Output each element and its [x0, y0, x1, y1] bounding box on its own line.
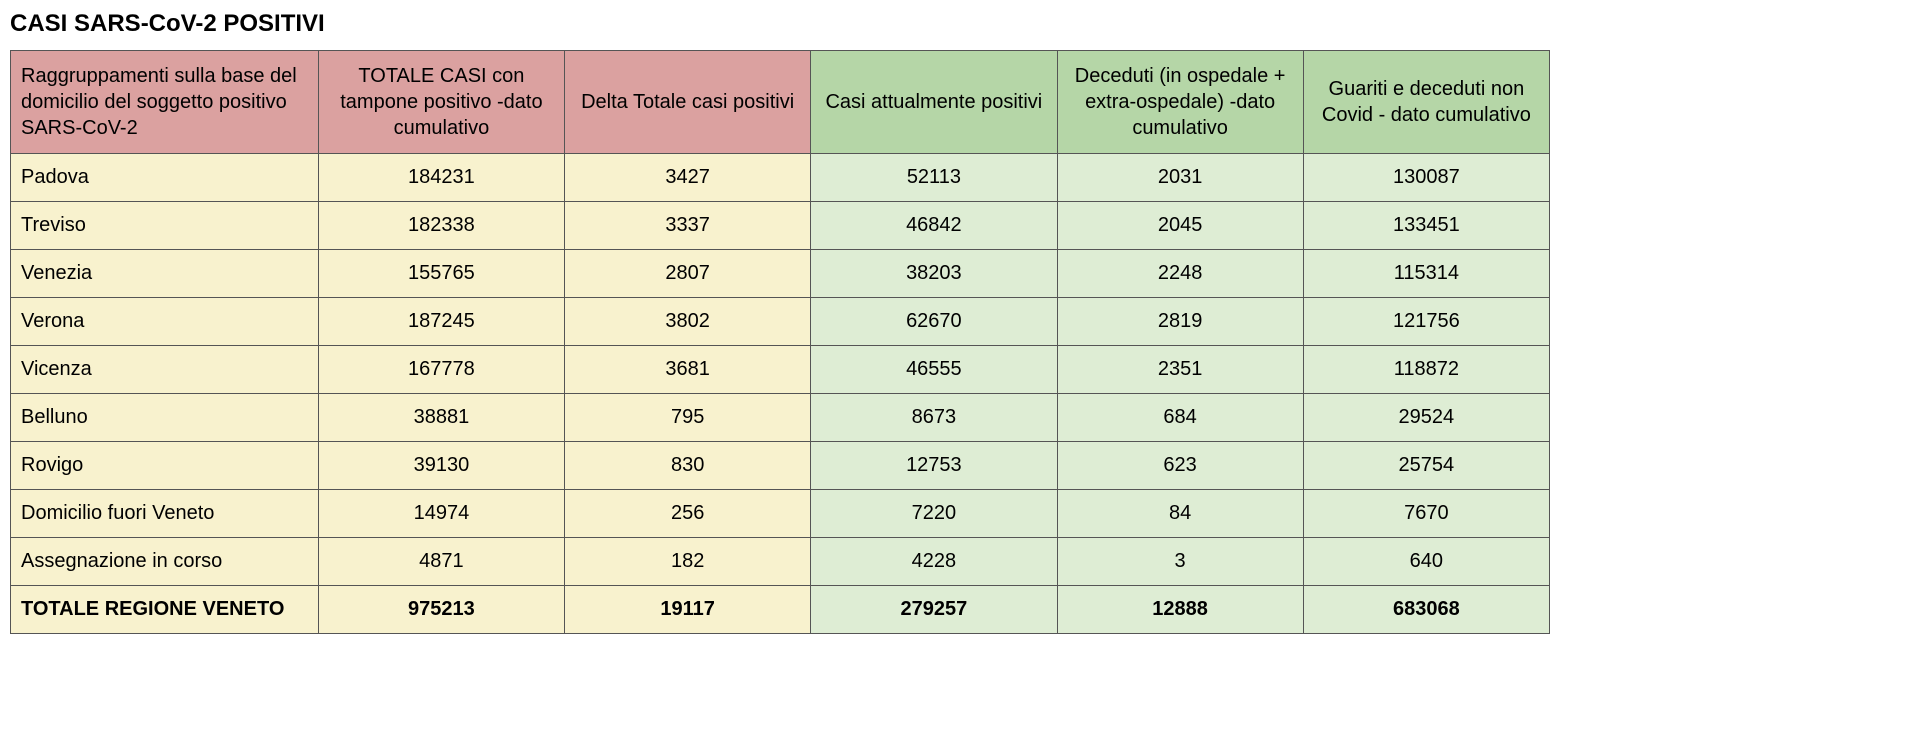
- table-row: TOTALE REGIONE VENETO9752131911727925712…: [11, 586, 1550, 634]
- cell-deceduti: 84: [1057, 490, 1303, 538]
- cell-totale: 38881: [318, 394, 564, 442]
- cell-guariti: 29524: [1303, 394, 1549, 442]
- cell-totale: 184231: [318, 154, 564, 202]
- cell-deceduti: 3: [1057, 538, 1303, 586]
- cell-delta: 3427: [565, 154, 811, 202]
- cell-positivi: 8673: [811, 394, 1057, 442]
- cell-region: Assegnazione in corso: [11, 538, 319, 586]
- col-header-positivi: Casi attualmente positivi: [811, 51, 1057, 154]
- cell-positivi: 46842: [811, 202, 1057, 250]
- cell-positivi: 62670: [811, 298, 1057, 346]
- cell-totale: 14974: [318, 490, 564, 538]
- cell-guariti: 115314: [1303, 250, 1549, 298]
- cell-guariti: 130087: [1303, 154, 1549, 202]
- cell-positivi: 279257: [811, 586, 1057, 634]
- cell-positivi: 4228: [811, 538, 1057, 586]
- cell-delta: 3681: [565, 346, 811, 394]
- cell-deceduti: 2351: [1057, 346, 1303, 394]
- cell-guariti: 133451: [1303, 202, 1549, 250]
- cell-guariti: 640: [1303, 538, 1549, 586]
- cell-guariti: 683068: [1303, 586, 1549, 634]
- table-row: Rovigo391308301275362325754: [11, 442, 1550, 490]
- cell-deceduti: 623: [1057, 442, 1303, 490]
- cell-region: Venezia: [11, 250, 319, 298]
- page-title: CASI SARS-CoV-2 POSITIVI: [10, 10, 1896, 38]
- cell-totale: 39130: [318, 442, 564, 490]
- cell-delta: 795: [565, 394, 811, 442]
- cell-positivi: 38203: [811, 250, 1057, 298]
- cell-totale: 187245: [318, 298, 564, 346]
- table-row: Verona1872453802626702819121756: [11, 298, 1550, 346]
- table-row: Belluno38881795867368429524: [11, 394, 1550, 442]
- table-row: Domicilio fuori Veneto149742567220847670: [11, 490, 1550, 538]
- cell-delta: 19117: [565, 586, 811, 634]
- table-row: Treviso1823383337468422045133451: [11, 202, 1550, 250]
- col-header-guariti: Guariti e deceduti non Covid - dato cumu…: [1303, 51, 1549, 154]
- cell-deceduti: 684: [1057, 394, 1303, 442]
- cell-delta: 830: [565, 442, 811, 490]
- cell-positivi: 52113: [811, 154, 1057, 202]
- cell-guariti: 7670: [1303, 490, 1549, 538]
- cell-region: Vicenza: [11, 346, 319, 394]
- cell-delta: 2807: [565, 250, 811, 298]
- cell-deceduti: 2819: [1057, 298, 1303, 346]
- col-header-totale: TOTALE CASI con tampone positivo -dato c…: [318, 51, 564, 154]
- cell-deceduti: 12888: [1057, 586, 1303, 634]
- col-header-region: Raggruppamenti sulla base del domicilio …: [11, 51, 319, 154]
- cell-region: Belluno: [11, 394, 319, 442]
- cell-region: Treviso: [11, 202, 319, 250]
- col-header-delta: Delta Totale casi positivi: [565, 51, 811, 154]
- cell-guariti: 118872: [1303, 346, 1549, 394]
- cell-positivi: 46555: [811, 346, 1057, 394]
- cell-delta: 182: [565, 538, 811, 586]
- cell-region: Padova: [11, 154, 319, 202]
- cell-deceduti: 2045: [1057, 202, 1303, 250]
- table-row: Assegnazione in corso487118242283640: [11, 538, 1550, 586]
- cell-totale: 4871: [318, 538, 564, 586]
- cell-guariti: 25754: [1303, 442, 1549, 490]
- table-header-row: Raggruppamenti sulla base del domicilio …: [11, 51, 1550, 154]
- cell-guariti: 121756: [1303, 298, 1549, 346]
- cell-region: Domicilio fuori Veneto: [11, 490, 319, 538]
- cell-totale: 155765: [318, 250, 564, 298]
- cell-region: Rovigo: [11, 442, 319, 490]
- cell-totale: 975213: [318, 586, 564, 634]
- col-header-deceduti: Deceduti (in ospedale + extra-ospedale) …: [1057, 51, 1303, 154]
- cell-delta: 3802: [565, 298, 811, 346]
- cell-positivi: 12753: [811, 442, 1057, 490]
- table-row: Venezia1557652807382032248115314: [11, 250, 1550, 298]
- cell-positivi: 7220: [811, 490, 1057, 538]
- covid-table: Raggruppamenti sulla base del domicilio …: [10, 50, 1550, 634]
- table-body: Padova1842313427521132031130087Treviso18…: [11, 154, 1550, 634]
- cell-deceduti: 2031: [1057, 154, 1303, 202]
- table-row: Vicenza1677783681465552351118872: [11, 346, 1550, 394]
- cell-region: TOTALE REGIONE VENETO: [11, 586, 319, 634]
- cell-totale: 182338: [318, 202, 564, 250]
- cell-delta: 3337: [565, 202, 811, 250]
- table-row: Padova1842313427521132031130087: [11, 154, 1550, 202]
- cell-deceduti: 2248: [1057, 250, 1303, 298]
- cell-totale: 167778: [318, 346, 564, 394]
- cell-region: Verona: [11, 298, 319, 346]
- cell-delta: 256: [565, 490, 811, 538]
